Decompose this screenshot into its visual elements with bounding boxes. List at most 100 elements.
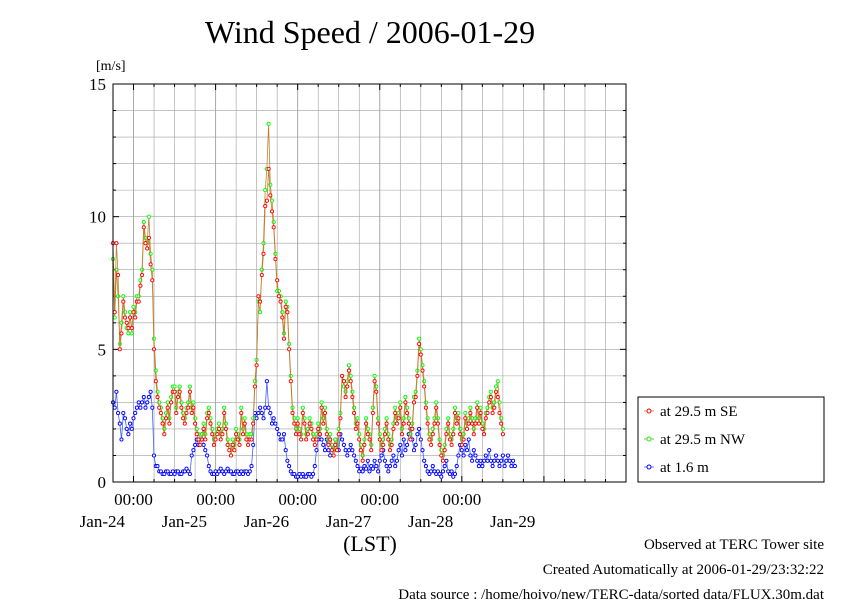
data-point-se (362, 442, 367, 447)
data-point-se (490, 410, 495, 416)
data-point-se (273, 257, 278, 262)
data-point-se (140, 272, 145, 278)
data-point-low (128, 421, 133, 426)
data-point-se (331, 453, 336, 458)
grid-lines (112, 83, 627, 483)
data-point-se (379, 448, 384, 453)
data-point-nw (263, 188, 268, 193)
data-point-low (468, 453, 473, 458)
data-point-low (143, 405, 148, 410)
data-point-low (205, 453, 210, 458)
data-point-nw (364, 416, 369, 421)
data-point-low (492, 458, 497, 463)
data-point-low (470, 458, 475, 463)
data-point-nw (249, 432, 254, 437)
data-point-se (220, 432, 225, 437)
data-point-low (353, 458, 358, 463)
data-point-se (468, 410, 473, 416)
data-point-nw (155, 389, 160, 394)
data-point-low (131, 416, 136, 421)
data-point-nw (119, 320, 124, 325)
data-point-se (299, 437, 304, 442)
data-point-se (281, 336, 287, 341)
data-point-se (266, 166, 271, 171)
data-point-nw (346, 363, 352, 368)
data-point-se (309, 426, 314, 431)
data-point-low (276, 432, 281, 437)
series-line-nw (112, 123, 504, 456)
x-date-label: Jan-29 (490, 512, 535, 531)
data-point-se (184, 410, 189, 416)
data-point-low (247, 469, 252, 474)
data-point-low (370, 466, 375, 471)
data-point-se (151, 347, 157, 352)
data-point-se (459, 442, 464, 447)
data-point-nw (153, 368, 158, 373)
data-point-low (148, 389, 153, 394)
data-point-low (475, 458, 480, 463)
data-point-se (177, 389, 182, 394)
data-point-se (256, 294, 261, 299)
legend-swatch-marker (646, 408, 652, 414)
data-point-se (181, 416, 186, 421)
data-point-se (488, 395, 493, 400)
data-point-se (153, 379, 158, 384)
data-point-se (191, 405, 196, 410)
y-tick-label: 5 (98, 340, 107, 359)
data-point-low (281, 432, 287, 437)
data-point-nw (488, 389, 493, 394)
data-point-low (280, 437, 285, 442)
data-point-low (461, 453, 466, 458)
data-point-se (138, 283, 143, 288)
data-point-se (155, 395, 160, 400)
data-point-nw (316, 421, 321, 426)
data-point-low (121, 410, 126, 416)
data-point-se (415, 373, 420, 378)
data-point-se (136, 299, 141, 304)
data-point-nw (341, 384, 346, 389)
data-point-low (206, 464, 211, 469)
data-point-nw (328, 432, 333, 437)
data-point-low (512, 464, 517, 469)
data-point-se (174, 410, 179, 416)
data-point-se (418, 352, 423, 357)
x-tick-label: 00:00 (196, 490, 235, 509)
data-point-se (162, 432, 167, 437)
data-point-se (141, 225, 146, 230)
y-axis-label: [m/s] (96, 59, 126, 74)
data-point-se (365, 432, 370, 437)
data-point-se (193, 421, 198, 426)
data-point-low (116, 410, 121, 416)
data-point-se (447, 437, 452, 442)
data-point-nw (128, 310, 133, 315)
data-point-low (348, 442, 353, 447)
data-point-low (254, 416, 259, 421)
data-point-low (502, 464, 507, 469)
data-point-low (275, 426, 280, 431)
data-point-se (234, 432, 239, 437)
data-point-se (399, 432, 405, 437)
data-point-low (150, 405, 155, 410)
data-point-se (495, 395, 500, 400)
data-point-nw (447, 432, 452, 437)
data-point-se (483, 416, 488, 421)
data-point-se (254, 363, 259, 368)
data-point-se (425, 421, 430, 426)
data-point-low (459, 448, 464, 453)
data-point-se (464, 426, 470, 431)
data-point-low (449, 469, 454, 474)
data-point-se (466, 421, 471, 426)
data-point-low (343, 448, 348, 453)
x-date-label: Jan-25 (162, 512, 207, 531)
data-point-se (300, 410, 305, 416)
data-point-se (442, 448, 447, 453)
footer-source: Data source : /home/hoivo/new/TERC-data/… (398, 587, 824, 603)
data-point-se (232, 448, 237, 453)
data-point-se (131, 310, 136, 315)
data-point-low (413, 442, 418, 447)
data-point-low (480, 464, 485, 469)
data-point-nw (177, 384, 182, 389)
data-point-low (393, 464, 398, 469)
data-point-low (187, 471, 192, 477)
data-point-low (495, 458, 500, 463)
